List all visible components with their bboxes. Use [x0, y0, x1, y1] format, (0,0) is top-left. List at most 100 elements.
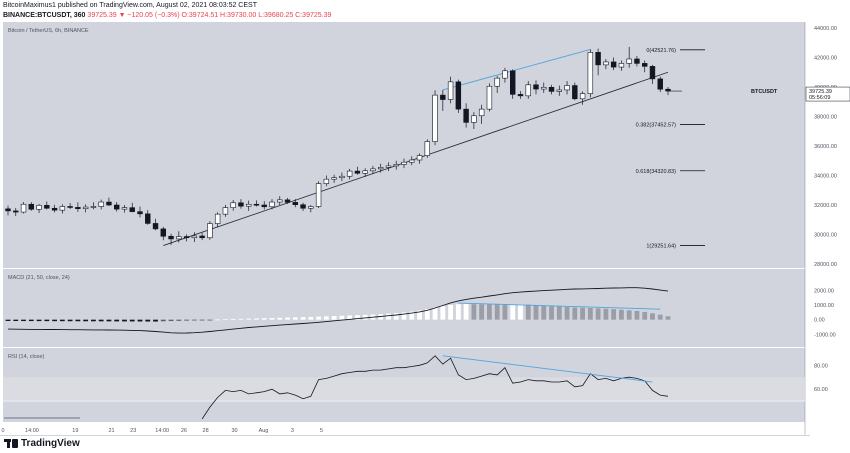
candle: [657, 78, 663, 90]
macd-histogram-bar: [83, 319, 89, 322]
footer: TradingView: [0, 435, 850, 453]
candle: [106, 201, 112, 206]
macd-histogram-bar: [424, 309, 430, 320]
price-tick-label: 38000.00: [814, 115, 837, 121]
macd-histogram-bar: [657, 314, 663, 320]
macd-histogram-bar: [153, 319, 158, 322]
candle: [401, 161, 407, 165]
candle: [75, 207, 81, 209]
candle: [207, 223, 213, 239]
candle: [5, 208, 11, 212]
candle: [183, 236, 190, 239]
candle: [331, 177, 337, 180]
macd-histogram-bar: [215, 319, 221, 321]
macd-histogram-bar: [603, 308, 609, 320]
macd-histogram-bar: [626, 310, 632, 320]
macd-histogram-bar: [300, 317, 306, 320]
macd-histogram-bar: [393, 313, 399, 320]
macd-histogram-bar: [463, 304, 469, 320]
macd-histogram-bar: [502, 304, 508, 320]
fib-level-label: 0.618(34320.83): [636, 169, 677, 175]
macd-histogram-bar: [533, 305, 539, 320]
chart-area[interactable]: 44000.0042000.0040000.0038000.0036000.00…: [0, 22, 850, 435]
price-pane-title: Bitcoin / TetherUS, 6h, BINANCE: [8, 28, 89, 34]
channel-top-line: [442, 48, 591, 91]
macd-histogram-bar: [525, 304, 531, 320]
macd-histogram-bar: [347, 315, 353, 320]
candle: [59, 206, 66, 211]
macd-pane-bg: [3, 269, 805, 347]
candle: [90, 206, 97, 208]
candle: [533, 84, 539, 90]
candle: [269, 201, 275, 208]
candle: [199, 235, 205, 239]
macd-histogram-bar: [223, 319, 228, 321]
publisher-line: BitcoinMaximus1 published on TradingView…: [3, 2, 257, 9]
candle: [67, 206, 73, 208]
footer-divider: [0, 435, 810, 436]
chart-canvas[interactable]: 44000.0042000.0040000.0038000.0036000.00…: [0, 22, 850, 435]
macd-histogram-bar: [191, 319, 197, 321]
time-tick-label: Aug: [259, 428, 269, 434]
macd-histogram-bar: [440, 306, 446, 320]
candle: [20, 203, 27, 213]
candle: [113, 204, 120, 210]
macd-histogram-bar: [91, 319, 96, 322]
fib-level-label: 0.382(37452.57): [636, 123, 677, 129]
candle: [44, 204, 50, 209]
candle: [160, 228, 167, 237]
candle: [315, 183, 322, 207]
rsi-line: [201, 355, 669, 420]
candle: [176, 236, 182, 240]
macd-histogram-bar: [308, 316, 314, 320]
macd-histogram-bar: [355, 315, 360, 320]
macd-histogram-bar: [471, 304, 477, 320]
tradingview-logo[interactable]: TradingView: [4, 438, 80, 449]
macd-histogram-bar: [549, 306, 554, 320]
last-price-tag: [805, 86, 850, 102]
macd-pane-title: MACD (21, 50, close, 24): [8, 275, 70, 281]
macd-histogram-bar: [611, 309, 617, 320]
candle: [28, 203, 35, 210]
candle: [424, 141, 431, 156]
time-tick-label: 5: [320, 428, 323, 434]
macd-histogram-bar: [634, 310, 640, 320]
candle: [222, 207, 229, 215]
candle: [36, 204, 42, 210]
time-tick-label: 14:00: [25, 428, 39, 434]
candle: [245, 203, 252, 207]
macd-histogram-bar: [518, 304, 523, 320]
macd-histogram-bar: [13, 319, 19, 322]
rsi-band: [3, 377, 805, 402]
candle: [455, 81, 462, 110]
candle: [339, 175, 345, 179]
macd-tick-label: -1000.00: [814, 332, 836, 338]
macd-histogram-bar: [650, 313, 655, 320]
candle: [354, 170, 361, 174]
macd-histogram-bar: [432, 307, 438, 320]
price-tick-label: 42000.00: [814, 56, 837, 62]
macd-histogram-bar: [129, 319, 135, 322]
price-tick-label: 28000.00: [814, 262, 837, 268]
price-tick-label: 34000.00: [814, 174, 837, 180]
candle: [362, 170, 368, 174]
candle: [595, 52, 601, 66]
candle: [486, 85, 493, 110]
macd-histogram-bar: [160, 319, 166, 322]
candle: [626, 58, 632, 64]
price-tick-label: 36000.00: [814, 144, 837, 150]
time-tick-label: 23: [130, 428, 136, 434]
candle: [556, 89, 563, 92]
candle: [323, 178, 330, 184]
macd-histogram-bar: [277, 317, 283, 320]
tradingview-logo-icon: [4, 439, 18, 448]
macd-divergence-line: [458, 302, 661, 310]
candle: [509, 70, 516, 95]
macd-histogram-bar: [184, 319, 189, 321]
candle: [478, 108, 485, 117]
time-tick-label: 28: [203, 428, 209, 434]
macd-histogram-bar: [564, 306, 570, 320]
candle: [230, 202, 236, 208]
candle: [308, 206, 314, 209]
macd-histogram-bar: [254, 318, 259, 320]
